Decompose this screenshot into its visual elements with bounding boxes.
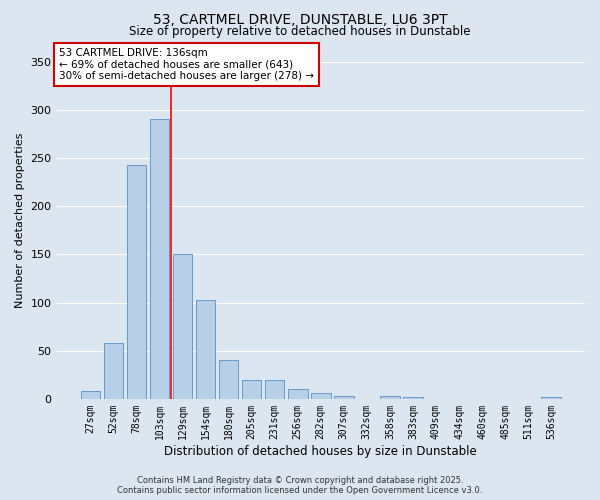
Bar	[104, 343, 123, 399]
Bar	[149, 118, 169, 399]
X-axis label: Distribution of detached houses by size in Dunstable: Distribution of detached houses by size …	[164, 444, 477, 458]
Bar	[311, 393, 331, 399]
Text: 53 CARTMEL DRIVE: 136sqm
← 69% of detached houses are smaller (643)
30% of semi-: 53 CARTMEL DRIVE: 136sqm ← 69% of detach…	[59, 48, 314, 81]
Bar	[403, 397, 423, 399]
Bar	[380, 396, 400, 399]
Bar	[242, 380, 262, 399]
Bar	[541, 397, 561, 399]
Text: 53, CARTMEL DRIVE, DUNSTABLE, LU6 3PT: 53, CARTMEL DRIVE, DUNSTABLE, LU6 3PT	[152, 12, 448, 26]
Y-axis label: Number of detached properties: Number of detached properties	[15, 133, 25, 308]
Text: Size of property relative to detached houses in Dunstable: Size of property relative to detached ho…	[129, 25, 471, 38]
Bar	[80, 391, 100, 399]
Bar	[127, 165, 146, 399]
Bar	[334, 396, 353, 399]
Bar	[288, 389, 308, 399]
Bar	[219, 360, 238, 399]
Bar	[173, 254, 193, 399]
Bar	[196, 300, 215, 399]
Bar	[265, 380, 284, 399]
Text: Contains HM Land Registry data © Crown copyright and database right 2025.
Contai: Contains HM Land Registry data © Crown c…	[118, 476, 482, 495]
